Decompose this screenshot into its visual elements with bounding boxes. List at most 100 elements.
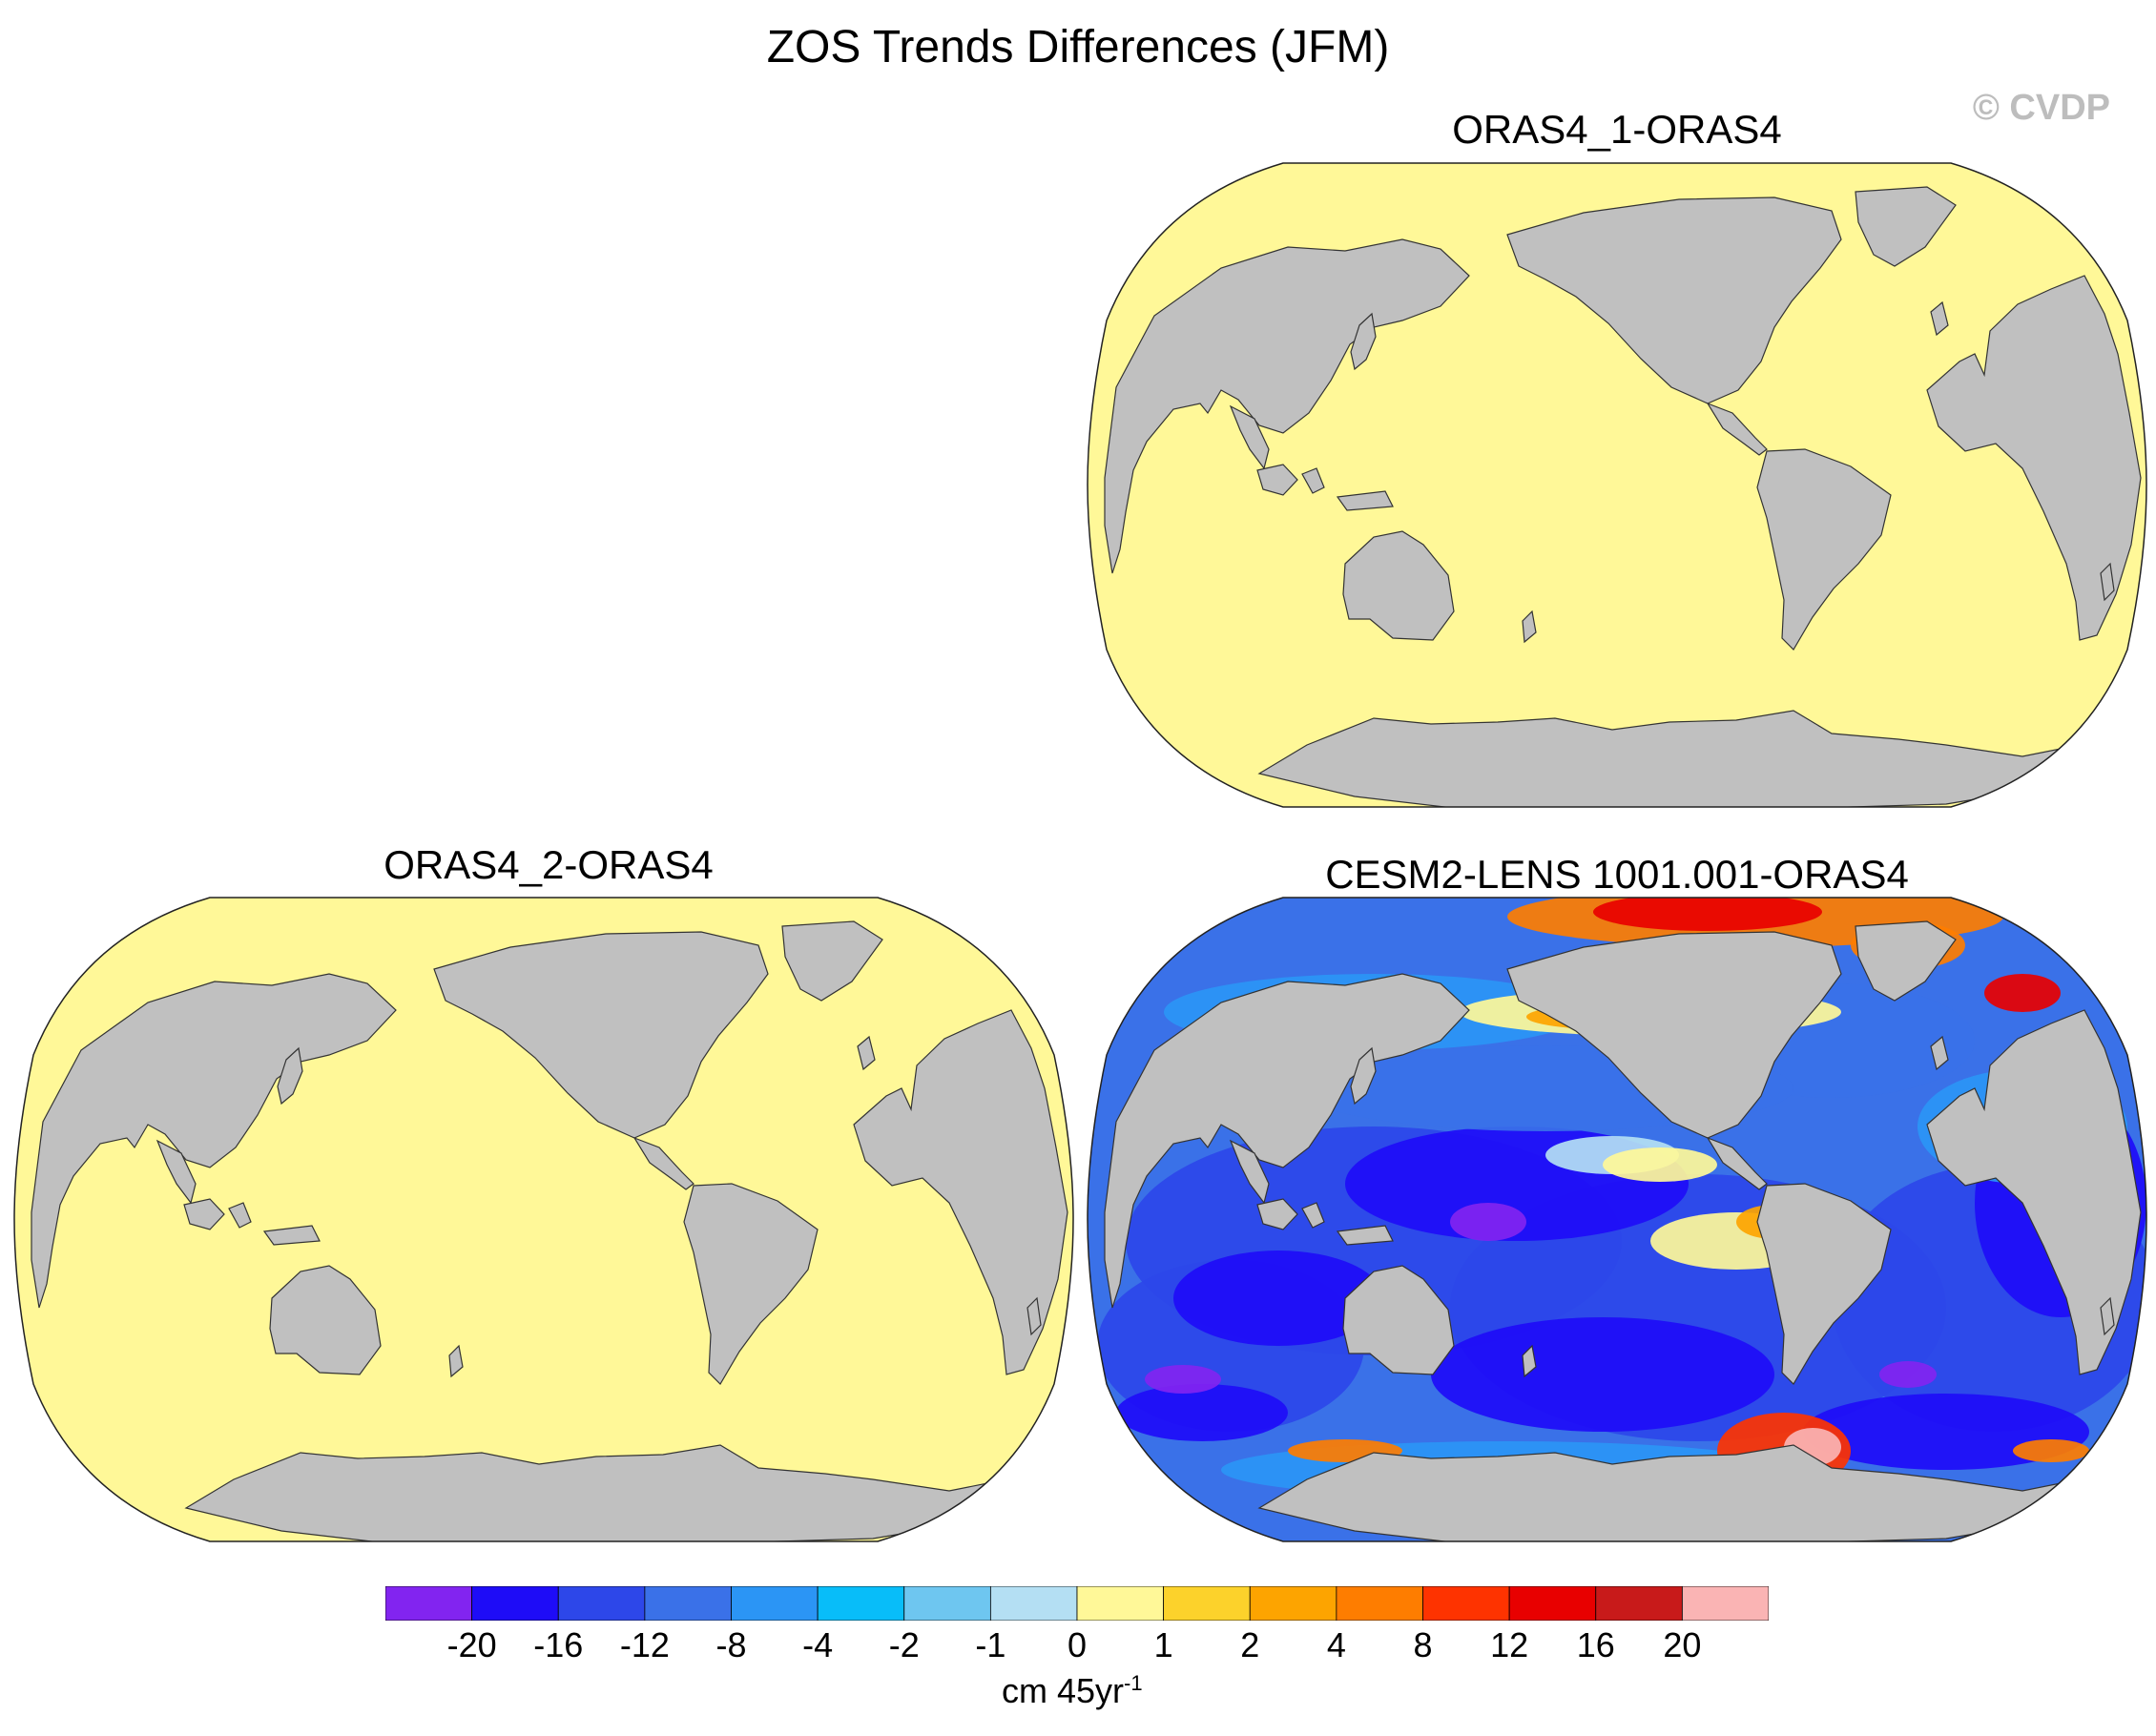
colorbar-tick-label: 2 — [1240, 1625, 1260, 1664]
map-panel-oras4-1 — [1087, 162, 2147, 808]
landmass — [1350, 1046, 1377, 1106]
anomaly-region — [1603, 1147, 1717, 1182]
colorbar-swatch — [989, 1586, 1078, 1621]
anomaly-region — [1173, 1250, 1383, 1346]
map-border — [1087, 897, 2147, 1542]
landmass — [1706, 1136, 1768, 1190]
colorbar-swatch — [817, 1586, 905, 1621]
colorbar-tick-label: 0 — [1067, 1625, 1088, 1664]
landmass — [1926, 1009, 2142, 1375]
anomaly-region — [2013, 1439, 2089, 1462]
landmass — [1930, 1035, 1949, 1071]
anomaly-region — [1879, 1361, 1937, 1388]
landmass — [1342, 1265, 1455, 1375]
landmass — [1522, 610, 1537, 644]
landmass — [2100, 562, 2115, 602]
anomaly-region — [1450, 1203, 1526, 1241]
landmass — [1706, 402, 1768, 456]
map-panel-oras4-2 — [13, 897, 1074, 1542]
colorbar-swatch — [1508, 1586, 1597, 1621]
colorbar-tick-label: -1 — [975, 1625, 1006, 1664]
colorbar-swatch — [903, 1586, 991, 1621]
landmass — [1506, 931, 1842, 1139]
colorbar-tick-label: 1 — [1153, 1625, 1173, 1664]
landmass — [1522, 1344, 1537, 1378]
colorbar-swatch — [1681, 1586, 1769, 1621]
anomaly-region — [1984, 974, 2061, 1012]
landmass — [781, 920, 883, 1002]
colorbar-tick-label: -8 — [715, 1625, 747, 1664]
landmass — [857, 1035, 876, 1071]
colorbar-swatch — [557, 1586, 646, 1621]
landmass — [1506, 196, 1842, 404]
landmass — [1256, 1198, 1298, 1230]
colorbar-swatch — [644, 1586, 732, 1621]
colorbar-tick-label: 4 — [1326, 1625, 1346, 1664]
colorbar-swatch — [1076, 1586, 1165, 1621]
colorbar-swatch — [731, 1586, 819, 1621]
colorbar-swatch — [471, 1586, 559, 1621]
anomaly-region — [1116, 1384, 1288, 1441]
colorbar-tick-label: 12 — [1490, 1625, 1529, 1664]
colorbar-swatch — [385, 1586, 473, 1621]
landmass — [269, 1265, 382, 1375]
panel-title-oras4-1: ORAS4_1-ORAS4 — [1452, 107, 1782, 152]
landmass — [31, 973, 397, 1309]
landmass — [632, 1136, 694, 1190]
landmass — [1257, 1444, 2120, 1541]
colorbar-tick-label: 8 — [1413, 1625, 1433, 1664]
map-panel-cesm2-lens — [1087, 897, 2147, 1542]
colorbar-swatch — [1422, 1586, 1510, 1621]
landmass — [1855, 186, 1957, 267]
landmass — [683, 1183, 819, 1385]
landmass — [1104, 238, 1470, 574]
units-text: cm 45yr — [1002, 1671, 1125, 1710]
landmass — [1336, 490, 1394, 511]
colorbar-tick-label: -4 — [802, 1625, 834, 1664]
colorbar-swatch — [1595, 1586, 1683, 1621]
landmass — [183, 1198, 225, 1230]
panel-title-cesm2-lens: CESM2-LENS 1001.001-ORAS4 — [1325, 852, 1909, 897]
anomaly-region — [1431, 1317, 1774, 1432]
landmass — [433, 931, 769, 1139]
colorbar-tick-label: 20 — [1663, 1625, 1702, 1664]
colorbar-units: cm 45yr-1 — [1002, 1671, 1143, 1711]
landmass — [1930, 300, 1949, 337]
colorbar-swatch — [1249, 1586, 1337, 1621]
landmass — [1026, 1296, 1042, 1336]
figure-title: ZOS Trends Differences (JFM) — [766, 22, 1390, 72]
landmass — [1855, 920, 1957, 1002]
panel-title-oras4-2: ORAS4_2-ORAS4 — [384, 842, 714, 887]
colorbar-tick-label: -12 — [619, 1625, 670, 1664]
landmass — [1756, 448, 1892, 651]
landmass — [1336, 1225, 1394, 1246]
landmass — [853, 1009, 1068, 1375]
landmass — [1926, 275, 2142, 641]
map-border — [1087, 162, 2147, 808]
landmass — [262, 1225, 321, 1246]
landmass — [1301, 1202, 1325, 1229]
landmass — [1256, 464, 1298, 496]
colorbar-tick-label: -16 — [533, 1625, 584, 1664]
landmass — [1257, 710, 2120, 807]
landmass — [1342, 530, 1455, 641]
landmass — [228, 1202, 252, 1229]
anomaly-region — [1593, 898, 1822, 931]
landmass — [1301, 467, 1325, 494]
landmass — [1756, 1183, 1892, 1385]
colorbar — [385, 1586, 1769, 1621]
landmass — [277, 1046, 303, 1106]
landmass — [1350, 312, 1377, 371]
landmass — [2100, 1296, 2115, 1336]
landmass — [448, 1344, 464, 1378]
landmass — [184, 1444, 1047, 1541]
anomaly-region — [1145, 1365, 1221, 1394]
colorbar-tick-label: 16 — [1576, 1625, 1615, 1664]
colorbar-tick-label: -2 — [888, 1625, 920, 1664]
colorbar-swatch — [1336, 1586, 1423, 1621]
landmass — [1104, 973, 1470, 1309]
map-border — [13, 897, 1074, 1542]
colorbar-swatch — [1163, 1586, 1251, 1621]
colorbar-tick-label: -20 — [446, 1625, 497, 1664]
copyright-label: © CVDP — [1972, 88, 2110, 128]
